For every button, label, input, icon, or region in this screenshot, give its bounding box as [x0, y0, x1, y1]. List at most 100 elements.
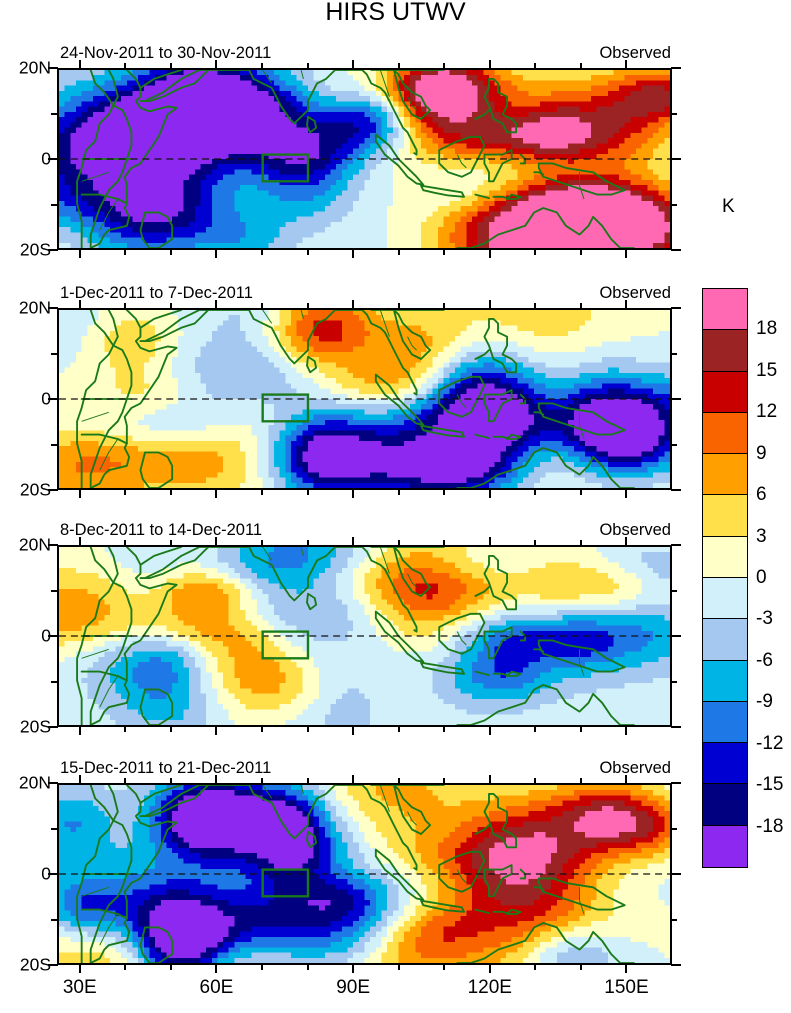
- x-minor-tick: [443, 249, 446, 255]
- x-minor-tick: [124, 249, 127, 255]
- y-major-tick-right: [671, 398, 681, 400]
- x-major-tick: [625, 300, 628, 309]
- colorbar-tick-1: 15: [756, 359, 778, 381]
- colorbar-band-2: [703, 371, 747, 413]
- colorbar-band-12: [703, 784, 747, 826]
- x-major-tick: [488, 537, 491, 546]
- y-tick-label-1-2: 20S: [19, 239, 51, 260]
- colorbar-tick-12: -18: [756, 815, 784, 837]
- y-tick-label-1-1: 0: [41, 148, 51, 169]
- x-major-tick: [488, 775, 491, 784]
- x-minor-tick: [306, 489, 309, 495]
- y-tick-label-1-0: 20N: [18, 57, 51, 78]
- y-tick-label-2-2: 20S: [19, 479, 51, 500]
- y-major-tick: [48, 307, 58, 309]
- x-minor-tick: [579, 726, 582, 732]
- x-major-tick: [352, 300, 355, 309]
- x-minor-tick: [397, 726, 400, 732]
- x-major-tick: [215, 489, 218, 498]
- y-major-tick-right: [671, 67, 681, 69]
- analysis-region-box: [261, 393, 310, 423]
- colorbar-band-1: [703, 330, 747, 372]
- x-major-tick: [488, 964, 491, 973]
- x-minor-tick: [534, 63, 537, 69]
- y-minor-tick: [671, 918, 677, 921]
- x-minor-tick: [306, 303, 309, 309]
- x-minor-tick: [169, 489, 172, 495]
- y-tick-label-4-2: 20S: [19, 954, 51, 975]
- panel-frame-2: [57, 308, 672, 490]
- x-minor-tick: [397, 303, 400, 309]
- y-major-tick-right: [671, 544, 681, 546]
- colorbar-tick-11: -15: [756, 774, 784, 796]
- panel-source-2: Observed: [599, 284, 671, 302]
- y-major-tick: [48, 158, 58, 160]
- colorbar-tick-6: 0: [756, 567, 767, 588]
- colorbar-band-6: [703, 536, 747, 578]
- colorbar-band-11: [703, 743, 747, 785]
- x-major-tick: [625, 964, 628, 973]
- x-major-tick: [625, 726, 628, 735]
- x-major-tick: [215, 249, 218, 258]
- panel-date-range-1: 24-Nov-2011 to 30-Nov-2011: [60, 44, 272, 62]
- map-panel-2: [57, 308, 672, 490]
- x-major-tick: [352, 249, 355, 258]
- y-major-tick-right: [671, 726, 681, 728]
- x-major-tick: [625, 775, 628, 784]
- x-minor-tick: [124, 540, 127, 546]
- y-tick-label-4-0: 20N: [18, 772, 51, 793]
- y-major-tick: [48, 544, 58, 546]
- y-minor-tick: [51, 827, 57, 830]
- colorbar[interactable]: [702, 288, 748, 868]
- panel-date-range-4: 15-Dec-2011 to 21-Dec-2011: [60, 759, 272, 777]
- y-major-tick-right: [671, 489, 681, 491]
- x-minor-tick: [443, 726, 446, 732]
- panel-frame-4: [57, 783, 672, 965]
- colorbar-tick-8: -6: [756, 649, 773, 671]
- x-major-tick: [625, 489, 628, 498]
- panel-source-4: Observed: [599, 759, 671, 777]
- y-minor-tick: [671, 112, 677, 115]
- x-major-tick: [352, 775, 355, 784]
- y-tick-label-3-0: 20N: [18, 534, 51, 555]
- x-major-tick: [215, 775, 218, 784]
- x-major-tick: [78, 60, 81, 69]
- y-minor-tick: [51, 112, 57, 115]
- analysis-region-box: [261, 630, 310, 660]
- colorbar-band-4: [703, 454, 747, 496]
- x-minor-tick: [169, 726, 172, 732]
- map-panel-1: [57, 68, 672, 250]
- colorbar-tick-7: -3: [756, 608, 773, 630]
- y-major-tick: [48, 873, 58, 875]
- x-tick-label-4: 150E: [604, 977, 649, 998]
- x-minor-tick: [261, 489, 263, 495]
- x-tick-label-0: 30E: [62, 977, 97, 998]
- y-tick-label-2-1: 0: [41, 388, 51, 409]
- x-major-tick: [352, 726, 355, 735]
- panel-source-1: Observed: [599, 44, 671, 62]
- x-minor-tick: [443, 303, 446, 309]
- x-minor-tick: [124, 303, 127, 309]
- x-minor-tick: [306, 964, 309, 970]
- x-major-tick: [78, 726, 81, 735]
- anomaly-field-2: [59, 310, 670, 488]
- x-major-tick: [78, 537, 81, 546]
- y-tick-label-3-2: 20S: [19, 716, 51, 737]
- x-minor-tick: [534, 540, 537, 546]
- x-major-tick: [488, 489, 491, 498]
- colorbar-tick-4: 6: [756, 484, 767, 506]
- x-minor-tick: [579, 778, 582, 784]
- y-minor-tick: [671, 680, 677, 683]
- y-minor-tick: [671, 203, 677, 206]
- x-minor-tick: [261, 726, 263, 732]
- x-minor-tick: [169, 540, 172, 546]
- x-minor-tick: [397, 249, 400, 255]
- x-minor-tick: [261, 249, 263, 255]
- x-minor-tick: [261, 540, 263, 546]
- map-panel-4: [57, 783, 672, 965]
- colorbar-band-9: [703, 660, 747, 702]
- x-minor-tick: [443, 63, 446, 69]
- x-major-tick: [78, 489, 81, 498]
- panel-source-3: Observed: [599, 521, 671, 539]
